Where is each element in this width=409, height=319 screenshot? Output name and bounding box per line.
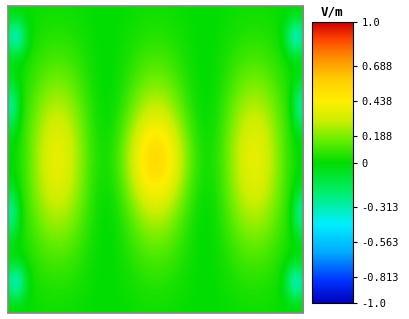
Title: V/m: V/m <box>320 5 342 19</box>
